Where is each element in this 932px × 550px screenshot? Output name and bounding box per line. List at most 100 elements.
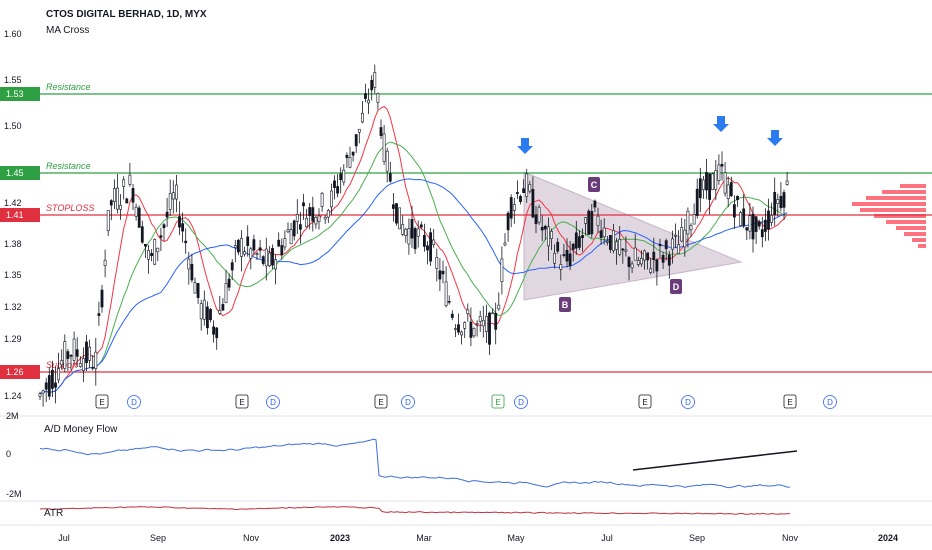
candle-body: [763, 219, 767, 232]
price-levels: ResistanceResistanceSTOPLOSSSupport: [0, 82, 932, 373]
candle-body: [655, 259, 659, 272]
candle-body: [661, 254, 665, 263]
earnings-marker: [374, 394, 388, 409]
candle-body: [342, 169, 346, 183]
candle-body: [466, 309, 470, 314]
candle-body: [196, 283, 200, 298]
candle-body: [494, 312, 498, 330]
candle-body: [202, 299, 206, 320]
candle-body: [283, 238, 287, 248]
candle-body: [224, 283, 228, 304]
atr-line: [39, 506, 791, 515]
candle-body: [732, 204, 736, 218]
candle-body: [742, 208, 746, 227]
candle-body: [444, 281, 448, 307]
volume-profile-bar: [904, 232, 926, 236]
candle-body: [708, 173, 712, 200]
candle-body: [88, 346, 92, 361]
candle-body: [646, 252, 650, 261]
candle-body: [540, 226, 544, 231]
volume-profile-bar: [912, 238, 926, 242]
level-tag-label: 1.26: [6, 367, 24, 377]
candle-body: [413, 228, 417, 250]
candle-body: [612, 229, 615, 251]
event-marker-label: E: [787, 398, 792, 407]
candle-body: [75, 349, 79, 357]
candle-body: [302, 202, 305, 207]
time-tick-label: Mar: [416, 533, 432, 543]
candle-body: [453, 328, 457, 330]
candle-body: [717, 164, 721, 181]
price-tick-label: 1.24: [4, 391, 22, 401]
candle-body: [106, 210, 110, 232]
candle-body: [416, 228, 420, 237]
earnings-marker: [783, 394, 797, 409]
candle-body: [519, 196, 522, 202]
candle-body: [206, 306, 209, 329]
volume-profile-bar: [886, 220, 926, 224]
candle-body: [587, 210, 591, 235]
candle-body: [419, 224, 423, 228]
candle-body: [581, 235, 584, 239]
dividend-marker: [681, 395, 695, 409]
candle-body: [571, 243, 575, 250]
candle-body: [550, 231, 553, 239]
candle-body: [773, 191, 777, 215]
candle-body: [317, 215, 321, 223]
candle-body: [246, 236, 250, 246]
candle-body: [785, 180, 789, 185]
pattern-point-label: B: [562, 300, 569, 310]
candle-body: [54, 382, 57, 388]
candle-body: [97, 313, 101, 316]
candle-body: [289, 229, 293, 245]
candle-body: [364, 93, 367, 99]
candle-body: [131, 188, 135, 203]
time-tick-label: Jul: [601, 533, 613, 543]
candle-body: [639, 258, 643, 265]
candle-body: [286, 229, 290, 233]
candle-body: [543, 225, 547, 230]
candle-body: [370, 80, 374, 91]
candle-body: [401, 224, 405, 235]
pattern-point-badge: [588, 177, 600, 192]
candle-body: [264, 248, 268, 267]
candle-body: [429, 232, 433, 262]
event-marker-label: D: [685, 398, 691, 407]
time-tick-label: Sep: [150, 533, 166, 543]
candle-body: [754, 216, 758, 232]
triangle-shape: [523, 171, 743, 301]
candle-body: [736, 196, 739, 200]
candle-body: [522, 188, 526, 193]
candle-body: [525, 173, 529, 197]
money-flow-label: A/D Money Flow: [44, 424, 118, 435]
candle-body: [729, 182, 733, 197]
candle-body: [218, 309, 222, 314]
candle-body: [280, 245, 284, 256]
candle-body: [320, 193, 324, 207]
candle-body: [221, 304, 225, 311]
candle-body: [481, 319, 485, 327]
arrow-down-icon: [767, 130, 783, 146]
candle-body: [503, 242, 507, 246]
dividend-marker: [127, 395, 141, 409]
candle-body: [162, 224, 166, 229]
candle-body: [271, 248, 274, 266]
candle-body: [562, 254, 566, 256]
candle-body: [187, 258, 191, 270]
candle-body: [422, 235, 426, 247]
candle-body: [751, 213, 755, 240]
candle-body: [388, 173, 392, 182]
candle-body: [686, 210, 690, 235]
candle-body: [94, 351, 98, 369]
candle-body: [230, 262, 234, 271]
price-tick-label: 1.29: [4, 334, 22, 344]
candle-body: [103, 259, 107, 267]
time-tick-label: Sep: [689, 533, 705, 543]
candle-body: [255, 253, 259, 255]
candle-body: [326, 210, 330, 218]
candle-body: [509, 197, 513, 219]
volume-profile: [852, 184, 926, 248]
candle-body: [667, 254, 671, 266]
candle-body: [618, 239, 622, 255]
